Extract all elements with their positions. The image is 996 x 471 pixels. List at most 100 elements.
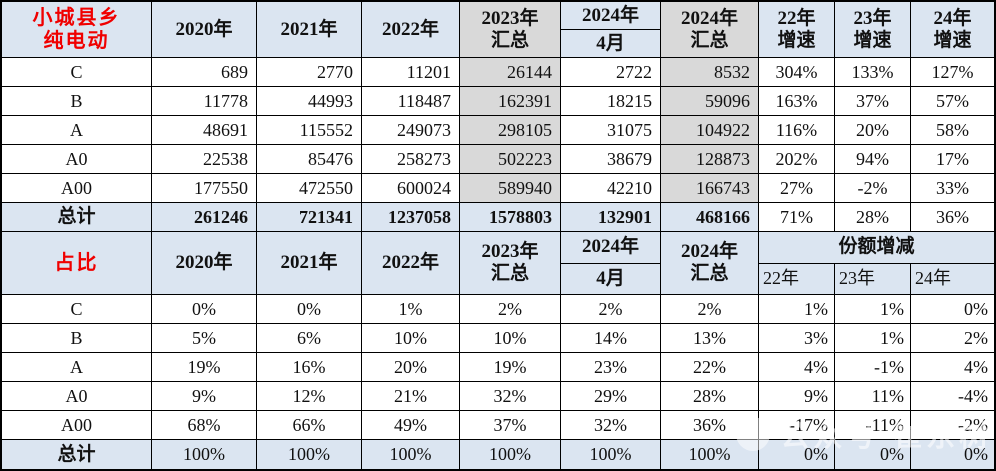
- section1-title: 小城县乡 纯电动: [2, 2, 152, 57]
- table-cell: 5%: [152, 324, 257, 352]
- table-cell: 202%: [759, 145, 835, 173]
- table-row: A 48691 115552 249073 298105 31075 104922 116% 2…: [2, 116, 994, 145]
- header-growth-23: 23年 增速: [835, 2, 911, 57]
- table-cell: 22538: [152, 145, 257, 173]
- table-cell: 249073: [362, 116, 460, 144]
- table-cell: 85476: [257, 145, 362, 173]
- share-header-2024-april-top: 2024年: [561, 232, 660, 264]
- table-row: A0 22538 85476 258273 502223 38679 128873 202% 9…: [2, 145, 994, 174]
- row-label: A: [2, 116, 152, 144]
- table-cell: 32%: [460, 382, 561, 410]
- table-cell: 42210: [561, 174, 661, 202]
- section1-title-line1: 小城县乡: [32, 6, 121, 29]
- table-row: C 689 2770 11201 26144 2722 8532 304% 133% 127%: [2, 58, 994, 87]
- table-cell: 11778: [152, 87, 257, 115]
- share-header-2024-april-bottom: 4月: [596, 267, 625, 289]
- total-row: 总计 100% 100% 100% 100% 100% 100% 0% 0% 0%: [2, 440, 994, 469]
- table-cell: 38679: [561, 145, 661, 173]
- table-cell: 0%: [835, 440, 911, 469]
- table-cell: 49%: [362, 411, 460, 439]
- table-cell: 0%: [257, 295, 362, 323]
- table-cell: 68%: [152, 411, 257, 439]
- share-header-2023-line2: 汇总: [490, 263, 529, 284]
- table-row: C 0% 0% 1% 2% 2% 2% 1% 1% 0%: [2, 295, 994, 324]
- table-cell: 19%: [152, 353, 257, 381]
- header-2024-april-top: 2024年: [561, 2, 660, 30]
- table-cell: 128873: [661, 145, 759, 173]
- share-header-2024-line2: 汇总: [690, 263, 729, 284]
- table-cell: 100%: [661, 440, 759, 469]
- table-cell: 8532: [661, 58, 759, 86]
- row-label: A00: [2, 411, 152, 439]
- header-2024-total-line1: 2024年: [680, 7, 738, 29]
- section2-title-text: 占比: [54, 251, 99, 274]
- table-cell: 18215: [561, 87, 661, 115]
- table-cell: 166743: [661, 174, 759, 202]
- header-2021: 2021年: [257, 2, 362, 57]
- table-cell: 472550: [257, 174, 362, 202]
- table-cell: 0%: [911, 440, 994, 469]
- header-2023-total-line2: 汇总: [490, 29, 529, 51]
- header-growth-22: 22年 增速: [759, 2, 835, 57]
- table-cell: 9%: [152, 382, 257, 410]
- section1-title-line2: 纯电动: [43, 29, 110, 52]
- table-cell: 133%: [835, 58, 911, 86]
- table-cell: 23%: [561, 353, 661, 381]
- table-cell: 2%: [661, 295, 759, 323]
- table-cell: 66%: [257, 411, 362, 439]
- table-cell: 118487: [362, 87, 460, 115]
- table-cell: 0%: [759, 440, 835, 469]
- header-growth-22-line1: 22年: [777, 7, 816, 29]
- table-cell: 28%: [661, 382, 759, 410]
- row-label: C: [2, 295, 152, 323]
- table-cell: 17%: [936, 148, 969, 169]
- table-cell: 115552: [257, 116, 362, 144]
- table-cell: 59096: [661, 87, 759, 115]
- share-change-22: 22年: [759, 263, 835, 294]
- table-cell: 71%: [759, 203, 835, 231]
- table-cell: 36%: [661, 411, 759, 439]
- header-growth-23-line1: 23年: [853, 7, 892, 29]
- section1-header-row: 小城县乡 纯电动 2020年 2021年 2022年 2023年 汇总 2024…: [2, 2, 994, 58]
- total-row: 总计 261246 721341 1237058 1578803 132901 468166…: [2, 203, 994, 232]
- table-cell: 104922: [661, 116, 759, 144]
- header-2023-total-line1: 2023年: [481, 7, 539, 29]
- row-label: 总计: [2, 203, 152, 231]
- share-change-23: 23年: [835, 263, 911, 294]
- table-cell: 721341: [257, 203, 362, 231]
- table-cell: 2770: [257, 58, 362, 86]
- table-cell: 32%: [561, 411, 661, 439]
- table-cell: 57%: [936, 90, 969, 111]
- header-2024-april: 2024年 4月: [561, 2, 661, 57]
- table-cell: 100%: [152, 440, 257, 469]
- table-cell: 26144: [460, 58, 561, 86]
- table-cell: 6%: [257, 324, 362, 352]
- table-cell: 1%: [835, 324, 911, 352]
- table-cell: 37%: [835, 87, 911, 115]
- table-cell: 502223: [460, 145, 561, 173]
- share-header-2023-line1: 2023年: [481, 241, 539, 263]
- table-cell: 20%: [362, 353, 460, 381]
- table-cell: 127%: [931, 61, 974, 82]
- header-2023-total: 2023年 汇总: [460, 2, 561, 57]
- share-header-2024-april: 2024年 4月: [561, 232, 661, 294]
- table-cell: 33%: [936, 177, 969, 198]
- table-cell: 304%: [759, 58, 835, 86]
- table-cell: -2%: [958, 414, 988, 435]
- share-header-2023-total: 2023年 汇总: [460, 232, 561, 294]
- table-cell: -17%: [759, 411, 835, 439]
- table-cell: 37%: [460, 411, 561, 439]
- table-row: B 11778 44993 118487 162391 18215 59096 163% 37%…: [2, 87, 994, 116]
- table-cell: 58%: [936, 119, 969, 140]
- table-cell: 2%: [460, 295, 561, 323]
- table-cell: 11201: [362, 58, 460, 86]
- row-label: B: [2, 87, 152, 115]
- share-header-2024-line1: 2024年: [680, 241, 738, 263]
- table-cell: -2%: [835, 174, 911, 202]
- table-row: A00 177550 472550 600024 589940 42210 166743 27…: [2, 174, 994, 203]
- table-cell: 689: [152, 58, 257, 86]
- share-header-2022: 2022年: [362, 232, 460, 294]
- table-cell: 600024: [362, 174, 460, 202]
- header-2022: 2022年: [362, 2, 460, 57]
- share-header-2024-total: 2024年 汇总: [661, 232, 759, 294]
